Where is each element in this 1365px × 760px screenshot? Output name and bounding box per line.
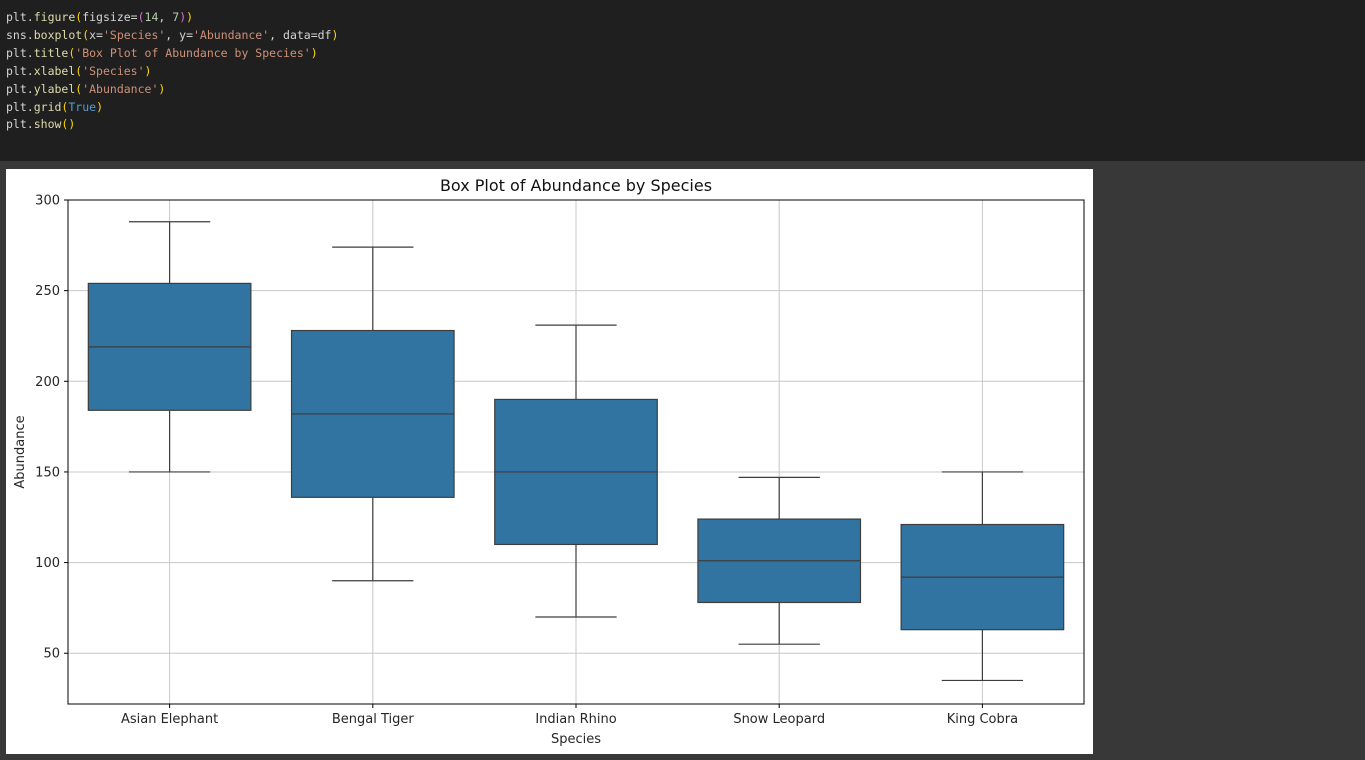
x-tick-label: King Cobra bbox=[947, 712, 1018, 727]
code-token: , bbox=[158, 10, 173, 24]
code-token: plt bbox=[6, 117, 27, 132]
code-token: . bbox=[26, 10, 34, 24]
y-tick-label: 200 bbox=[35, 375, 60, 390]
code-token: ( bbox=[137, 10, 145, 24]
code-token: ) bbox=[144, 63, 152, 78]
code-token: () bbox=[61, 117, 76, 132]
code-token: grid bbox=[33, 99, 62, 114]
code-token: 'Species' bbox=[82, 63, 145, 78]
code-token: plt bbox=[6, 81, 27, 96]
code-token: title bbox=[33, 45, 69, 60]
code-line: plt.show() bbox=[6, 116, 338, 134]
box-asian-elephant bbox=[87, 221, 252, 473]
code-token: xlabel bbox=[33, 63, 76, 78]
code-line: plt.xlabel('Species') bbox=[6, 63, 338, 81]
y-tick-label: 100 bbox=[35, 556, 60, 571]
code-token: 'Abundance' bbox=[193, 27, 270, 42]
code-token: ( bbox=[75, 10, 83, 24]
y-tick-label: 150 bbox=[35, 465, 60, 480]
code-token: plt bbox=[6, 45, 27, 60]
code-token: . bbox=[26, 45, 34, 60]
y-axis-label: Abundance bbox=[13, 415, 28, 488]
code-token: ) bbox=[179, 10, 187, 24]
code-token: ) bbox=[331, 27, 339, 42]
code-token: figsize= bbox=[82, 10, 138, 24]
code-token: plt bbox=[6, 10, 27, 24]
code-token: 'Box Plot of Abundance by Species' bbox=[75, 45, 311, 60]
x-tick-label: Snow Leopard bbox=[733, 712, 825, 727]
code-token: ( bbox=[75, 81, 83, 96]
y-tick-label: 250 bbox=[35, 284, 60, 299]
code-token: boxplot bbox=[33, 27, 83, 42]
box-indian-rhino bbox=[494, 324, 658, 618]
code-line: plt.figure(figsize=(14, 7)) bbox=[6, 9, 338, 27]
box-plot-chart: 50 100 150 200 250 300 Asian Elephant Bengal Ti… bbox=[13, 176, 1085, 747]
code-editor[interactable]: plt.figure(figsize=(14, 7)) sns.boxplot(x… bbox=[6, 9, 338, 134]
ticks: 50 100 150 200 250 300 Asian Elephant Bengal Ti… bbox=[35, 194, 1018, 728]
code-token: figure bbox=[33, 10, 76, 24]
code-token: plt bbox=[6, 99, 27, 114]
code-token: ( bbox=[68, 45, 76, 60]
code-token: plt bbox=[6, 63, 27, 78]
y-tick-label: 300 bbox=[35, 194, 60, 209]
code-token: ) bbox=[310, 45, 318, 60]
boxes bbox=[87, 221, 1065, 682]
box-king-cobra bbox=[900, 471, 1065, 682]
code-token: . bbox=[26, 117, 34, 132]
code-token: ( bbox=[75, 63, 83, 78]
chart-title: Box Plot of Abundance by Species bbox=[440, 176, 712, 195]
x-axis-label: Species bbox=[551, 732, 601, 747]
code-cell[interactable]: plt.figure(figsize=(14, 7)) sns.boxplot(x… bbox=[0, 0, 1365, 161]
box-bengal-tiger bbox=[290, 246, 455, 582]
code-token: sns bbox=[6, 27, 27, 42]
code-token: ) bbox=[96, 99, 103, 114]
code-token: True bbox=[68, 99, 97, 114]
code-token: ) bbox=[186, 10, 194, 24]
box-snow-leopard bbox=[697, 476, 862, 645]
code-token: 'Species' bbox=[102, 27, 166, 42]
code-line: sns.boxplot(x='Species', y='Abundance', … bbox=[6, 27, 338, 45]
code-token: x= bbox=[89, 27, 103, 42]
code-token: . bbox=[26, 99, 34, 114]
code-token: , y= bbox=[165, 27, 193, 42]
x-tick-label: Indian Rhino bbox=[535, 712, 616, 727]
code-line: plt.grid(True) bbox=[6, 99, 338, 117]
code-token: 14 bbox=[144, 10, 159, 24]
code-token: ) bbox=[158, 81, 166, 96]
code-token: show bbox=[33, 117, 62, 132]
x-tick-label: Asian Elephant bbox=[121, 712, 218, 727]
code-token: 7 bbox=[172, 10, 180, 24]
code-token: ylabel bbox=[33, 81, 76, 96]
y-tick-label: 50 bbox=[43, 647, 60, 662]
code-token: ( bbox=[82, 27, 90, 42]
code-token: , data=df bbox=[269, 27, 332, 42]
code-token: . bbox=[26, 27, 34, 42]
code-token: ( bbox=[61, 99, 69, 114]
code-line: plt.title('Box Plot of Abundance by Spec… bbox=[6, 45, 338, 63]
code-line: plt.ylabel('Abundance') bbox=[6, 81, 338, 99]
x-tick-label: Bengal Tiger bbox=[332, 712, 415, 727]
code-token: 'Abundance' bbox=[82, 81, 159, 96]
code-token: . bbox=[26, 81, 34, 96]
plot-output: 50 100 150 200 250 300 Asian Elephant Bengal Ti… bbox=[6, 169, 1093, 754]
code-token: . bbox=[26, 63, 34, 78]
